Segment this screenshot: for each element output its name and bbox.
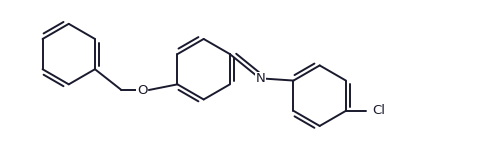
Text: Cl: Cl bbox=[372, 104, 386, 117]
Text: O: O bbox=[137, 84, 147, 97]
Text: N: N bbox=[255, 72, 265, 85]
